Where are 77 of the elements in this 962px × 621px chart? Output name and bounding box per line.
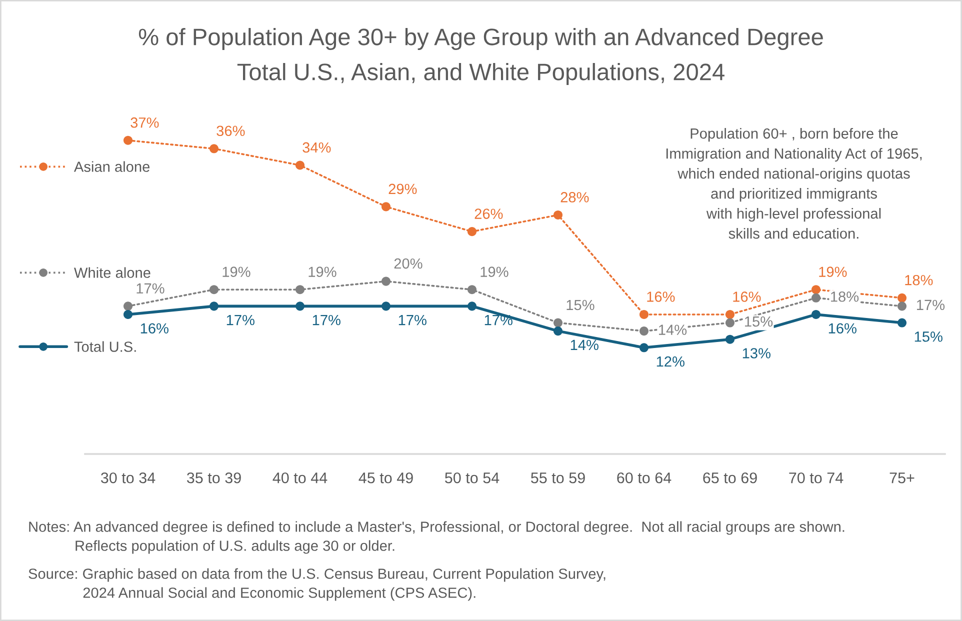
- point: [123, 310, 133, 319]
- data-label: 28%: [560, 192, 589, 202]
- x-tick-label: 45 to 49: [358, 472, 413, 484]
- data-label: 20%: [394, 258, 422, 269]
- data-label: 18%: [905, 274, 933, 286]
- data-label: 26%: [474, 208, 503, 219]
- data-label: 14%: [570, 340, 598, 350]
- point: [639, 326, 649, 336]
- point: [209, 285, 219, 294]
- point: [811, 293, 821, 302]
- point: [897, 302, 907, 311]
- point: [381, 302, 391, 311]
- point: [553, 318, 563, 328]
- data-label: 19%: [222, 266, 250, 277]
- x-tick-label: 50 to 54: [445, 472, 500, 484]
- point: [209, 302, 219, 311]
- point: [381, 202, 391, 212]
- point: [639, 310, 649, 319]
- data-label: 17%: [398, 314, 426, 326]
- data-label: 34%: [302, 142, 331, 153]
- point: [725, 334, 735, 344]
- data-label: 16%: [828, 323, 856, 334]
- data-label: 19%: [819, 266, 847, 277]
- point: [553, 326, 563, 336]
- x-tick-label: 75+: [890, 472, 914, 484]
- data-label: 16%: [140, 323, 168, 334]
- point: [295, 302, 305, 311]
- data-label: 19%: [480, 266, 508, 277]
- point: [209, 144, 219, 154]
- chart-title: % of Population Age 30+ by Age Group with an Advanced Degree: [138, 28, 823, 50]
- legend-label: Total U.S.: [74, 341, 136, 352]
- chart-subtitle: Total U.S., Asian, and White Populations, 2024: [237, 62, 724, 86]
- data-label: 12%: [656, 356, 684, 367]
- data-label: 17%: [917, 300, 945, 310]
- data-label: 16%: [733, 292, 761, 302]
- data-label: 17%: [136, 283, 164, 294]
- point: [639, 343, 649, 352]
- data-label: 15%: [566, 300, 594, 310]
- x-tick-label: 35 to 39: [186, 472, 241, 484]
- data-label: 36%: [216, 126, 245, 136]
- data-label: 16%: [647, 292, 675, 302]
- legend-label: White alone: [74, 267, 150, 278]
- data-label: 37%: [130, 117, 159, 128]
- data-label: 17%: [226, 314, 254, 326]
- text: Notes: An advanced degree is defined to include a Master's, Professional, or Doctoral degree. Not all racial groups are shown. Reflects population of U.S. adults age 30 or older.: [29, 521, 844, 554]
- source-note: Source: Graphic based on data from the U.S. Census Bureau, Current Population Survey, 2024 Annual Social and Economic Supplement (CPS ASEC).: [28, 568, 606, 601]
- data-label: 17%: [312, 314, 340, 326]
- point: [295, 285, 305, 294]
- point: [295, 160, 305, 170]
- data-label: 19%: [308, 266, 336, 277]
- point: [725, 310, 735, 319]
- x-tick-label: 65 to 69: [703, 472, 757, 484]
- x-tick-label: 70 to 74: [789, 472, 844, 484]
- point: [467, 302, 477, 311]
- point: [811, 285, 821, 294]
- data-label: 29%: [388, 184, 417, 194]
- point: [123, 302, 133, 311]
- annotation: Population 60+ , born before the Immigration and Nationality Act of 1965, which ended national-origins quotas and prioritized immigrants with high-level professional skills and education.: [666, 128, 922, 239]
- point: [897, 318, 907, 328]
- point: [897, 293, 907, 302]
- point: [381, 276, 391, 286]
- data-label: 18%: [831, 291, 859, 302]
- point: [725, 318, 735, 328]
- data-label: 13%: [742, 348, 770, 358]
- x-tick-label: 30 to 34: [100, 472, 156, 484]
- point: [467, 285, 477, 294]
- point: [553, 210, 563, 220]
- x-tick-label: 55 to 59: [531, 472, 585, 484]
- data-label: 14%: [659, 324, 687, 335]
- point: [467, 227, 477, 236]
- x-tick-label: 60 to 64: [617, 472, 672, 484]
- data-label: 15%: [914, 332, 942, 342]
- point: [811, 310, 821, 319]
- data-label: 15%: [745, 316, 773, 327]
- legend-label: Asian alone: [74, 161, 150, 172]
- point: [123, 136, 133, 145]
- x-tick-label: 40 to 44: [272, 472, 328, 484]
